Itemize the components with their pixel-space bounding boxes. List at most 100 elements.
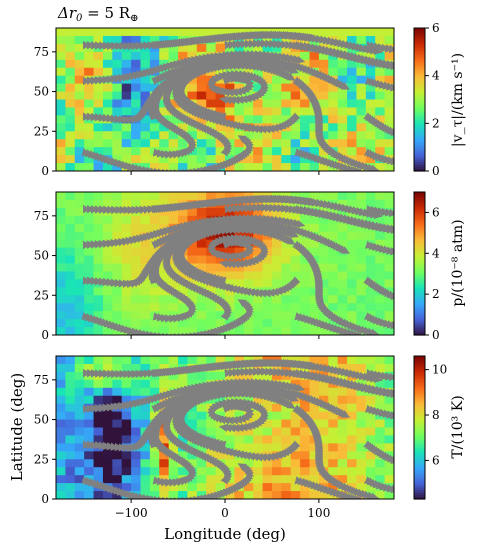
heatmap-cell	[102, 91, 113, 101]
heatmap-cell	[149, 59, 160, 69]
heatmap-cell	[93, 247, 104, 257]
heatmap-cell	[206, 467, 217, 476]
heatmap-cell	[328, 107, 339, 116]
heatmap-cell	[271, 295, 282, 304]
heatmap-cell	[187, 147, 198, 156]
heatmap-cell	[300, 295, 311, 304]
heatmap-cell	[149, 327, 160, 335]
heatmap-cell	[196, 303, 207, 312]
heatmap-cell	[328, 263, 339, 273]
heatmap-cell	[281, 139, 292, 148]
colorbar-swatch	[414, 211, 425, 215]
heatmap-cell	[290, 139, 301, 148]
heatmap-cell	[74, 123, 85, 132]
streamline	[363, 276, 394, 300]
heatmap-cell	[187, 467, 198, 476]
heatmap-cell	[281, 255, 292, 265]
heatmap-cell	[65, 491, 76, 499]
heatmap-cell	[309, 131, 320, 140]
heatmap-cell	[178, 467, 189, 476]
heatmap-cell	[178, 303, 189, 312]
heatmap-cell	[328, 387, 339, 397]
heatmap-cell	[112, 263, 123, 273]
heatmap-cell	[300, 427, 311, 437]
y-tick-label: 50	[34, 249, 49, 263]
colorbar-swatch	[414, 308, 425, 312]
heatmap-cell	[196, 411, 207, 421]
colorbar-swatch	[414, 494, 425, 498]
heatmap-cell	[178, 123, 189, 132]
heatmap-cell	[102, 295, 113, 304]
heatmap-cell	[328, 483, 339, 492]
heatmap-cell	[309, 247, 320, 257]
heatmap-cell	[384, 475, 394, 484]
heatmap-cell	[337, 451, 348, 460]
heatmap-cell	[102, 443, 113, 452]
heatmap-cell	[215, 43, 226, 53]
heatmap-cell	[149, 147, 160, 156]
colorbar-swatch	[414, 386, 425, 390]
heatmap-cell	[93, 287, 104, 296]
colorbar-swatch	[414, 156, 425, 160]
heatmap-cell	[65, 411, 76, 421]
heatmap-cell	[300, 99, 311, 109]
heatmap-cell	[112, 139, 123, 148]
heatmap-cell	[290, 303, 301, 312]
heatmap-cell	[56, 107, 66, 116]
heatmap-cell	[262, 295, 273, 304]
colorbar-swatch	[414, 487, 425, 491]
heatmap-cell	[206, 147, 217, 156]
heatmap-cell	[318, 99, 329, 109]
heatmap-cell	[365, 411, 376, 421]
heatmap-cell	[328, 59, 339, 69]
colorbar-swatch	[414, 289, 425, 293]
heatmap-cell	[309, 295, 320, 304]
heatmap-cell	[168, 303, 179, 312]
heatmap-cell	[337, 231, 348, 241]
heatmap-cell	[112, 379, 123, 389]
heatmap-cell	[328, 131, 339, 140]
heatmap-cell	[309, 75, 320, 85]
colorbar-swatch	[414, 132, 425, 136]
y-tick-label: 0	[41, 492, 49, 506]
colorbar-tick-label: 0	[432, 328, 440, 342]
heatmap-cell	[271, 363, 282, 373]
colorbar-swatch	[414, 230, 425, 234]
heatmap-cell	[56, 231, 66, 241]
heatmap-cell	[84, 131, 95, 140]
heatmap-cell	[131, 311, 142, 320]
colorbar-swatch	[414, 268, 425, 272]
heatmap-cell	[337, 279, 348, 288]
heatmap-cell	[262, 271, 273, 280]
heatmap-cell	[271, 311, 282, 320]
y-tick-label: 75	[34, 373, 49, 387]
colorbar-swatch	[414, 44, 425, 48]
colorbar-swatch	[414, 327, 425, 331]
heatmap-cell	[65, 459, 76, 468]
heatmap-cell	[225, 356, 235, 365]
heatmap-cell	[140, 459, 151, 468]
colorbar-swatch	[414, 215, 425, 219]
heatmap-cell	[318, 247, 329, 257]
heatmap-cell	[215, 99, 226, 109]
heatmap-cell	[102, 303, 113, 312]
colorbar-swatch	[414, 389, 425, 393]
heatmap-cell	[281, 419, 292, 429]
heatmap-cell	[159, 379, 170, 389]
heatmap-cell	[187, 491, 198, 499]
heatmap-cell	[253, 311, 264, 320]
streamline	[295, 40, 394, 69]
heatmap-cell	[56, 115, 66, 124]
heatmap-cell	[140, 215, 151, 225]
heatmap-cell	[206, 139, 217, 148]
heatmap-cell	[149, 123, 160, 132]
heatmap-cell	[375, 419, 386, 429]
streamline	[294, 148, 366, 171]
heatmap-cell	[84, 395, 95, 405]
heatmap-cell	[74, 99, 85, 109]
heatmap-cell	[290, 411, 301, 421]
heatmap-cell	[262, 43, 273, 53]
heatmap-cell	[84, 483, 95, 492]
heatmap-cell	[365, 107, 376, 116]
heatmap-cell	[365, 139, 376, 148]
